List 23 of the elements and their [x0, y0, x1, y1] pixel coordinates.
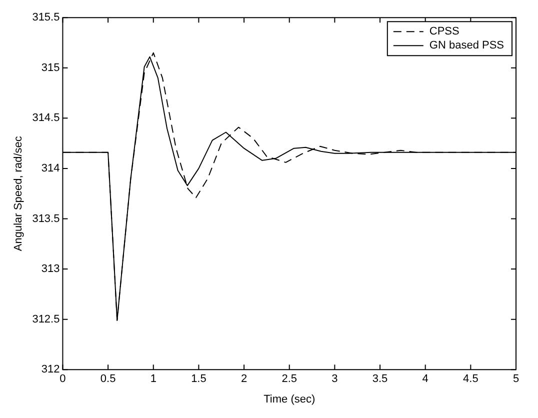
legend-label: CPSS — [429, 26, 460, 38]
y-tick-label: 313.5 — [32, 212, 60, 225]
x-tick-label: 1 — [150, 373, 156, 386]
x-tick-label: 0.5 — [100, 373, 116, 386]
y-tick-label: 312 — [41, 364, 60, 376]
y-axis-title: Angular Speed, rad/sec — [12, 136, 25, 252]
y-tick-label: 313 — [41, 263, 60, 276]
x-tick-label: 3 — [332, 373, 338, 386]
legend-label: GN based PSS — [429, 40, 504, 52]
x-tick-label: 3.5 — [372, 373, 388, 386]
x-tick-label: 5 — [512, 373, 520, 386]
x-tick-label: 4.5 — [463, 373, 478, 386]
x-tick-label: 0 — [60, 373, 66, 386]
x-tick-label: 4 — [422, 373, 428, 386]
y-tick-label: 315.5 — [32, 12, 60, 24]
x-tick-label: 1.5 — [191, 373, 206, 386]
x-axis-title: Time (sec) — [264, 393, 316, 406]
x-tick-label: 2.5 — [282, 373, 298, 386]
y-tick-label: 314.5 — [32, 112, 60, 124]
y-tick-label: 314 — [41, 162, 60, 174]
x-tick-label: 2 — [240, 373, 248, 386]
y-tick-label: 315 — [41, 62, 60, 74]
y-tick-label: 312.5 — [32, 313, 60, 326]
